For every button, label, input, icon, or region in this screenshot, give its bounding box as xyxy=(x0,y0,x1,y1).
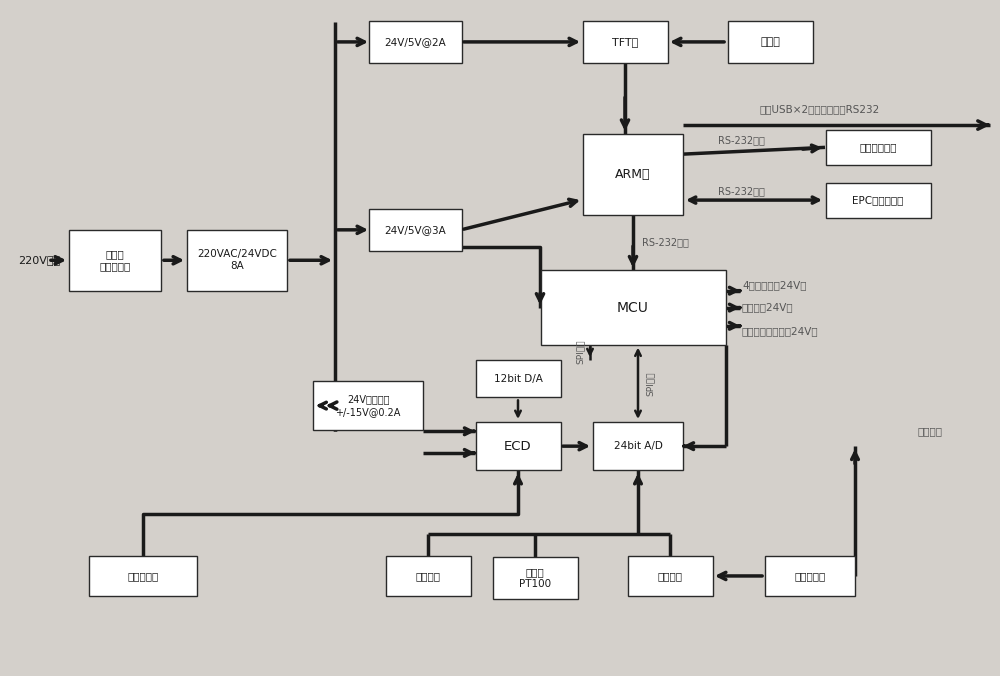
FancyBboxPatch shape xyxy=(386,556,471,596)
Text: 24V/5V@3A: 24V/5V@3A xyxy=(384,225,446,235)
Text: 样品泵（24V）: 样品泵（24V） xyxy=(742,303,794,312)
Text: RS-232接口: RS-232接口 xyxy=(718,187,765,196)
Text: 220VAC/24VDC
8A: 220VAC/24VDC 8A xyxy=(197,249,277,272)
Text: 卤素检测: 卤素检测 xyxy=(658,571,682,581)
Text: 恒温室加热控制（24V）: 恒温室加热控制（24V） xyxy=(742,327,819,336)
FancyBboxPatch shape xyxy=(89,556,197,596)
FancyBboxPatch shape xyxy=(728,21,812,63)
Text: MCU: MCU xyxy=(617,301,649,314)
Text: 24V变换输出
+/-15V@0.2A: 24V变换输出 +/-15V@0.2A xyxy=(335,394,401,417)
Text: RS-232接口: RS-232接口 xyxy=(718,136,765,145)
FancyBboxPatch shape xyxy=(628,556,712,596)
Text: SPI通信: SPI通信 xyxy=(646,372,654,396)
FancyBboxPatch shape xyxy=(476,360,560,397)
Text: 激励电源: 激励电源 xyxy=(918,427,942,436)
FancyBboxPatch shape xyxy=(493,557,578,599)
Text: 加热器
PT100: 加热器 PT100 xyxy=(519,566,551,589)
FancyBboxPatch shape xyxy=(826,130,930,165)
FancyBboxPatch shape xyxy=(69,230,161,291)
FancyBboxPatch shape xyxy=(583,134,683,215)
Text: 熔断器
电源滤波器: 熔断器 电源滤波器 xyxy=(99,249,131,272)
FancyBboxPatch shape xyxy=(187,230,287,291)
Text: 24bit A/D: 24bit A/D xyxy=(614,441,662,451)
FancyBboxPatch shape xyxy=(368,209,462,251)
FancyBboxPatch shape xyxy=(593,422,683,470)
Text: ARM板: ARM板 xyxy=(615,168,651,181)
FancyBboxPatch shape xyxy=(826,183,930,218)
Text: SPI通信: SPI通信 xyxy=(576,339,584,364)
Text: 离子检测室: 离子检测室 xyxy=(127,571,159,581)
FancyBboxPatch shape xyxy=(540,270,726,345)
Text: 逆变器: 逆变器 xyxy=(760,37,780,47)
Text: 12bit D/A: 12bit D/A xyxy=(494,374,542,383)
Text: 4路电磁阀（24V）: 4路电磁阀（24V） xyxy=(742,281,806,290)
FancyBboxPatch shape xyxy=(313,381,423,430)
Text: EPC压力控制器: EPC压力控制器 xyxy=(852,195,904,205)
FancyBboxPatch shape xyxy=(582,21,668,63)
Text: RS-232接口: RS-232接口 xyxy=(642,237,689,247)
Text: 十通阀控制器: 十通阀控制器 xyxy=(859,143,897,152)
Text: ECD: ECD xyxy=(504,439,532,453)
Text: 卤素传感器: 卤素传感器 xyxy=(794,571,826,581)
Text: TFT屏: TFT屏 xyxy=(612,37,638,47)
FancyBboxPatch shape xyxy=(368,21,462,63)
Text: 24V/5V@2A: 24V/5V@2A xyxy=(384,37,446,47)
Text: 对外USB×2，网口插口，RS232: 对外USB×2，网口插口，RS232 xyxy=(760,105,880,114)
FancyBboxPatch shape xyxy=(476,422,560,470)
FancyBboxPatch shape xyxy=(765,556,855,596)
Text: 气压传感: 气压传感 xyxy=(416,571,440,581)
Text: 220V电源: 220V电源 xyxy=(18,256,60,265)
